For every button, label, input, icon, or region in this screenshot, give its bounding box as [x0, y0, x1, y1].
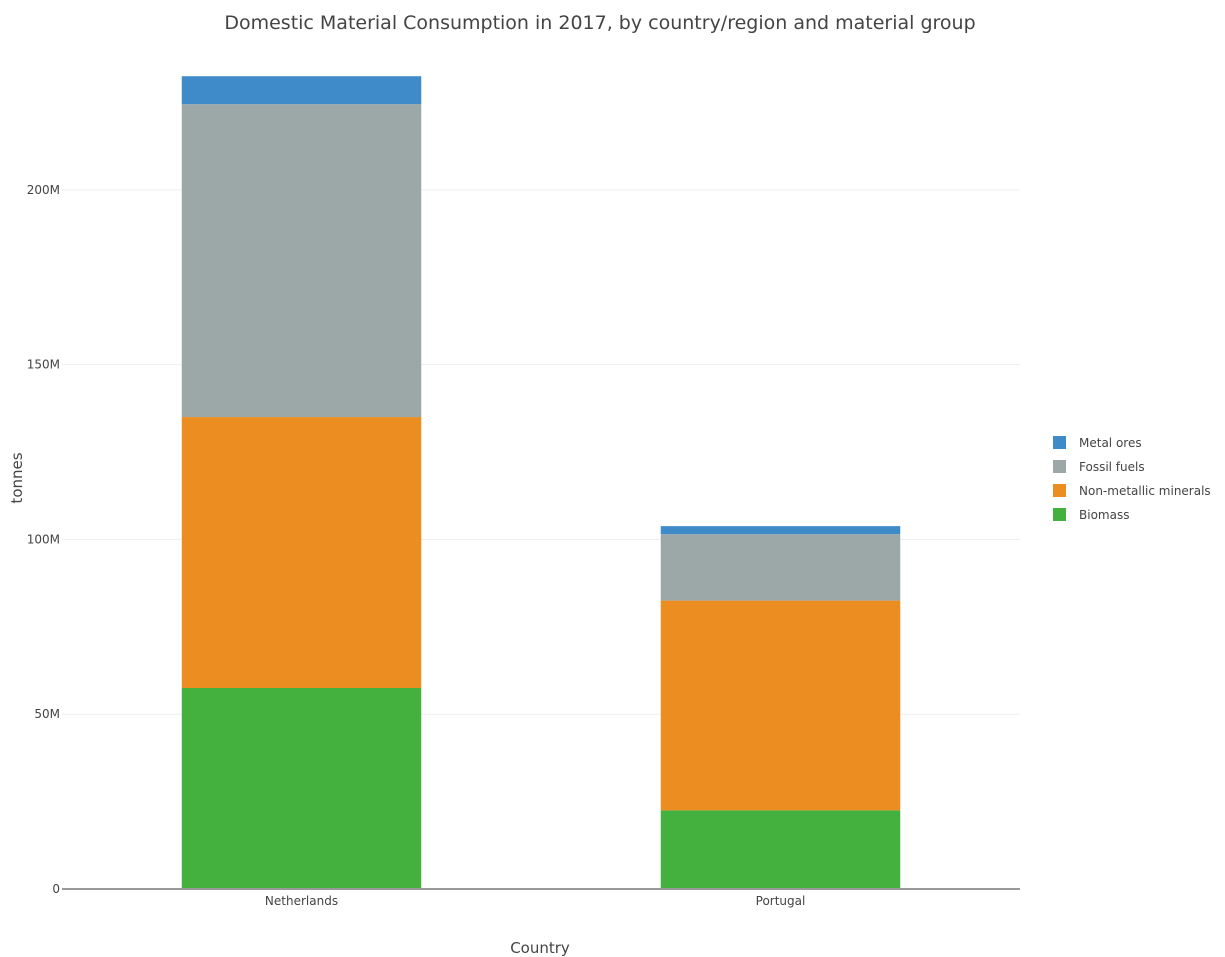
legend-label: Biomass — [1079, 508, 1129, 522]
legend-item[interactable]: Fossil fuels — [1053, 460, 1145, 474]
bar-netherlands-fossil-fuels[interactable] — [181, 104, 422, 418]
legend-swatch — [1053, 484, 1066, 497]
legend-swatch — [1053, 460, 1066, 473]
x-axis-ticks: Netherlands Portugal — [265, 894, 805, 908]
x-tick-label: Portugal — [756, 894, 806, 908]
legend-item[interactable]: Non-metallic minerals — [1053, 484, 1211, 498]
bar-portugal-non-metallic-minerals[interactable] — [660, 600, 901, 811]
y-tick-label: 100M — [27, 532, 60, 546]
legend-swatch — [1053, 508, 1066, 521]
bars — [181, 76, 901, 889]
bar-portugal-metal-ores[interactable] — [660, 526, 901, 535]
bar-portugal-fossil-fuels[interactable] — [660, 534, 901, 601]
legend-swatch — [1053, 436, 1066, 449]
y-axis-ticks: 0 50M 100M 150M 200M — [27, 183, 60, 896]
legend-label: Non-metallic minerals — [1079, 484, 1211, 498]
legend: Metal ores Fossil fuels Non-metallic miner… — [1053, 436, 1211, 522]
bar-portugal-biomass[interactable] — [660, 810, 901, 889]
legend-item[interactable]: Metal ores — [1053, 436, 1142, 450]
y-tick-label: 0 — [52, 882, 60, 896]
y-tick-label: 200M — [27, 183, 60, 197]
bar-netherlands-non-metallic-minerals[interactable] — [181, 417, 422, 688]
x-tick-label: Netherlands — [265, 894, 338, 908]
y-tick-label: 150M — [27, 358, 60, 372]
chart-title: Domestic Material Consumption in 2017, b… — [224, 12, 975, 34]
bar-netherlands-metal-ores[interactable] — [181, 76, 422, 105]
legend-label: Fossil fuels — [1079, 460, 1145, 474]
x-axis-title: Country — [510, 939, 570, 957]
bar-netherlands-biomass[interactable] — [181, 687, 422, 889]
y-tick-label: 50M — [34, 707, 60, 721]
y-axis-title: tonnes — [8, 452, 26, 503]
legend-item[interactable]: Biomass — [1053, 508, 1129, 522]
legend-label: Metal ores — [1079, 436, 1142, 450]
